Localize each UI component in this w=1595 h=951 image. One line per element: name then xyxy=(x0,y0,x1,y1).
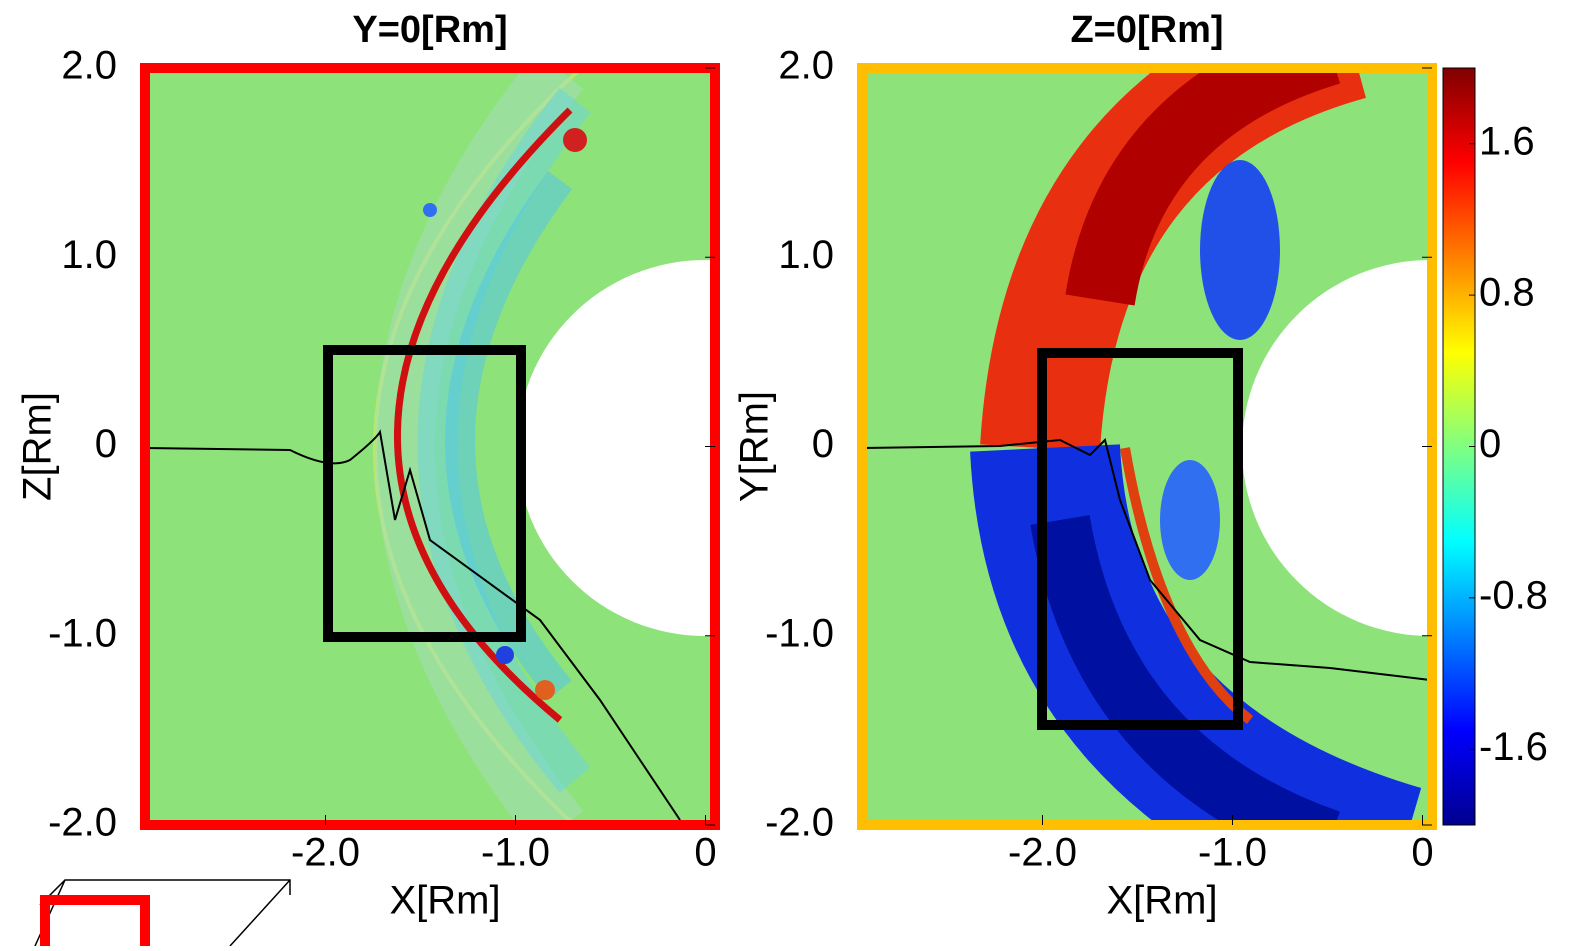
x-tick-label: 0 xyxy=(694,831,716,875)
x-axis-label: X[Rm] xyxy=(389,879,500,923)
colorbar-tick-label: -0.8 xyxy=(1479,573,1548,617)
trajectory xyxy=(144,429,681,821)
y-tick-label: -2.0 xyxy=(765,801,834,845)
x-tick-label: -2.0 xyxy=(291,831,360,875)
y-tick-label: 0 xyxy=(812,422,834,466)
y-tick-label: 2.0 xyxy=(778,44,834,88)
orientation-icon xyxy=(34,879,291,951)
chart-title: Y=0[Rm] xyxy=(352,9,507,51)
y-tick-label: -1.0 xyxy=(48,611,117,655)
y-tick-label: 0 xyxy=(95,422,117,466)
y-tick-label: 2.0 xyxy=(61,44,117,88)
y-axis-label: Y[Rm] xyxy=(733,391,777,502)
field-left xyxy=(145,68,715,825)
y-tick-label: 1.0 xyxy=(778,233,834,277)
x-tick-label: -1.0 xyxy=(1198,831,1267,875)
region-box xyxy=(323,345,526,642)
x-tick-label: 0 xyxy=(1411,831,1433,875)
colorbar-tick-label: 0 xyxy=(1479,422,1501,466)
x-axis-label: X[Rm] xyxy=(1106,879,1217,923)
x-tick-label: -2.0 xyxy=(1008,831,1077,875)
y-tick-label: 1.0 xyxy=(61,233,117,277)
colorbar-tick-label: 0.8 xyxy=(1479,271,1535,315)
region-box xyxy=(1037,348,1243,730)
colorbar-tick-label: 1.6 xyxy=(1479,119,1535,163)
y-axis-label: Z[Rm] xyxy=(16,392,60,501)
y-tick-label: -1.0 xyxy=(765,611,834,655)
y-tick-label: -2.0 xyxy=(48,801,117,845)
colorbar-tick-label: -1.6 xyxy=(1479,725,1548,769)
chart-title: Z=0[Rm] xyxy=(1070,9,1223,51)
x-tick-label: -1.0 xyxy=(481,831,550,875)
